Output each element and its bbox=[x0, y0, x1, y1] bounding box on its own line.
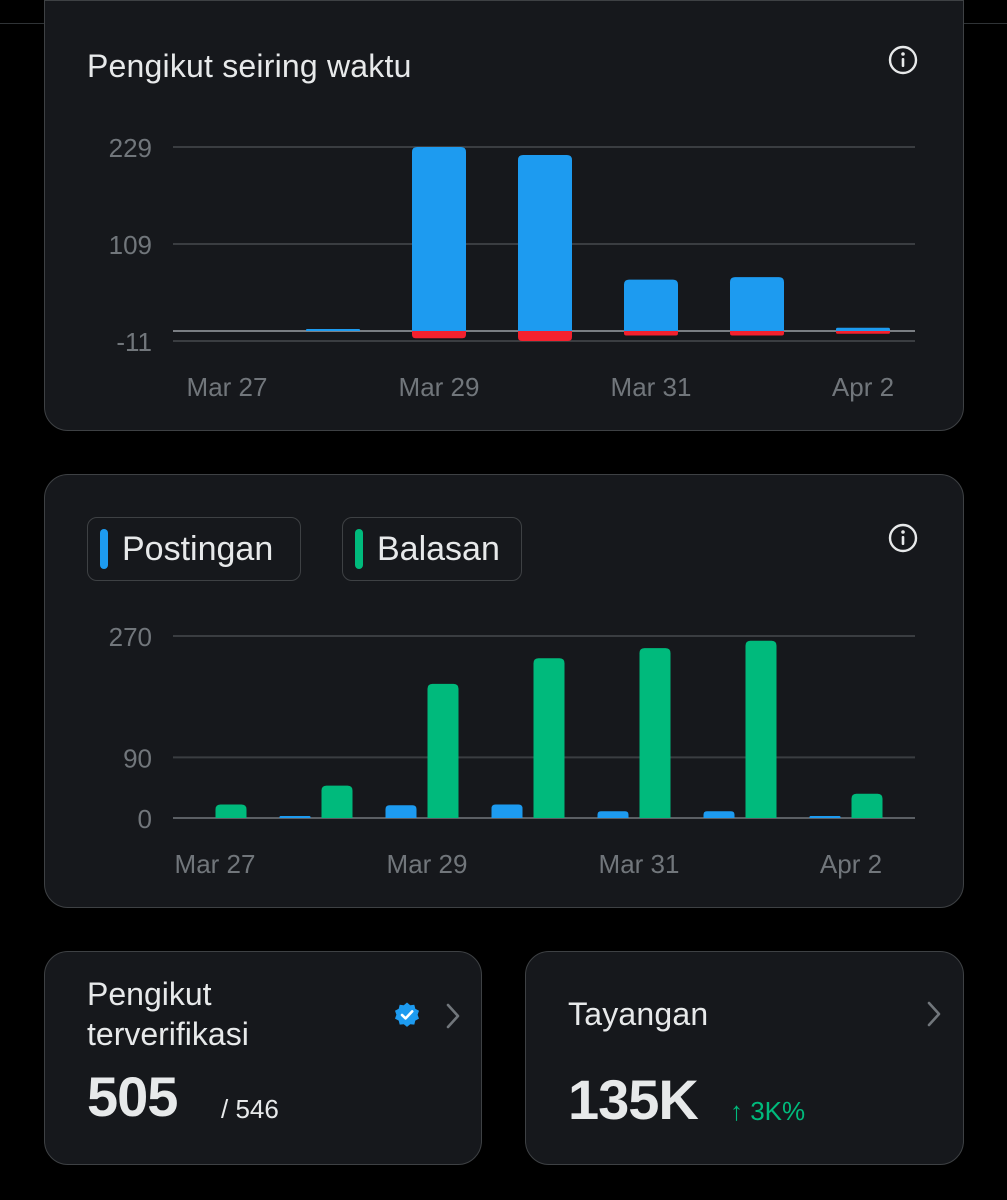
bar-postingan bbox=[703, 811, 735, 818]
bar-balasan bbox=[851, 793, 883, 818]
bar-balasan bbox=[533, 658, 565, 818]
x-tick-label: Mar 29 bbox=[399, 372, 480, 402]
x-tick-label: Mar 27 bbox=[175, 849, 256, 879]
x-tick-label: Mar 31 bbox=[611, 372, 692, 402]
bar-balasan bbox=[639, 648, 671, 818]
info-icon[interactable] bbox=[888, 523, 918, 553]
verified-title-line2: terverifikasi bbox=[87, 1016, 249, 1052]
bar-gain bbox=[412, 147, 466, 331]
bar-gain bbox=[730, 277, 784, 331]
bar-balasan bbox=[745, 640, 777, 818]
bar-loss bbox=[624, 331, 678, 336]
x-tick-label: Apr 2 bbox=[820, 849, 882, 879]
x-tick-label: Apr 2 bbox=[832, 372, 894, 402]
verified-title-line1: Pengikut bbox=[87, 976, 212, 1012]
views-card[interactable]: Tayangan 135K ↑ 3K% bbox=[525, 951, 964, 1165]
x-tick-label: Mar 29 bbox=[387, 849, 468, 879]
legend-postingan[interactable]: Postingan bbox=[87, 517, 301, 581]
bar-postingan bbox=[491, 804, 523, 818]
y-tick-label: 229 bbox=[109, 133, 152, 163]
followers-chart-title: Pengikut seiring waktu bbox=[87, 48, 412, 84]
bar-gain bbox=[306, 329, 360, 331]
verified-followers-count: 505 bbox=[87, 1065, 178, 1128]
legend-swatch-blue bbox=[100, 529, 108, 569]
x-tick-label: Mar 31 bbox=[599, 849, 680, 879]
bar-gain bbox=[624, 279, 678, 331]
y-tick-label: 109 bbox=[109, 230, 152, 260]
bar-loss bbox=[518, 331, 572, 341]
legend-label-postingan: Postingan bbox=[122, 529, 274, 568]
y-tick-label: 0 bbox=[138, 804, 152, 834]
views-count: 135K bbox=[568, 1068, 699, 1131]
views-title: Tayangan bbox=[568, 996, 709, 1032]
bar-postingan bbox=[597, 811, 629, 818]
y-tick-label: 270 bbox=[109, 622, 152, 652]
bar-postingan bbox=[279, 816, 311, 818]
bar-balasan bbox=[321, 785, 353, 818]
bar-gain bbox=[518, 155, 572, 331]
views-delta: ↑ 3K% bbox=[730, 1096, 806, 1126]
bar-loss bbox=[836, 331, 890, 334]
followers-over-time-card: Pengikut seiring waktu -11 109 229 Mar 27 Ma… bbox=[44, 0, 964, 431]
verified-badge-icon bbox=[395, 1002, 419, 1027]
posts-replies-bar-chart: 0 90 270 Mar 27 Mar 29 Mar 31 Apr 2 bbox=[109, 622, 915, 879]
x-tick-label: Mar 27 bbox=[187, 372, 268, 402]
y-tick-label: 90 bbox=[123, 743, 152, 773]
verified-followers-card[interactable]: Pengikut terverifikasi 505 / 546 bbox=[44, 951, 482, 1165]
chevron-right-icon[interactable] bbox=[443, 1002, 463, 1030]
info-icon[interactable] bbox=[888, 45, 918, 75]
posts-replies-card: Postingan Balasan 0 90 270 Mar 27 Mar 29 Mar … bbox=[44, 474, 964, 908]
y-tick-label: -11 bbox=[116, 327, 152, 357]
followers-bar-chart: -11 109 229 Mar 27 Mar 29 Mar 31 Apr 2 bbox=[109, 133, 915, 402]
bar-postingan bbox=[809, 816, 841, 818]
legend-balasan[interactable]: Balasan bbox=[342, 517, 522, 581]
legend-swatch-green bbox=[355, 529, 363, 569]
bar-gain bbox=[836, 327, 890, 331]
chevron-right-icon[interactable] bbox=[924, 1000, 944, 1028]
bar-loss bbox=[412, 331, 466, 339]
bar-loss bbox=[730, 331, 784, 336]
legend-label-balasan: Balasan bbox=[377, 529, 500, 568]
bar-postingan bbox=[385, 805, 417, 818]
verified-followers-title: Pengikut terverifikasi bbox=[87, 974, 249, 1054]
bar-balasan bbox=[427, 683, 459, 818]
verified-followers-total: / 546 bbox=[221, 1094, 279, 1124]
bar-balasan bbox=[215, 804, 247, 818]
